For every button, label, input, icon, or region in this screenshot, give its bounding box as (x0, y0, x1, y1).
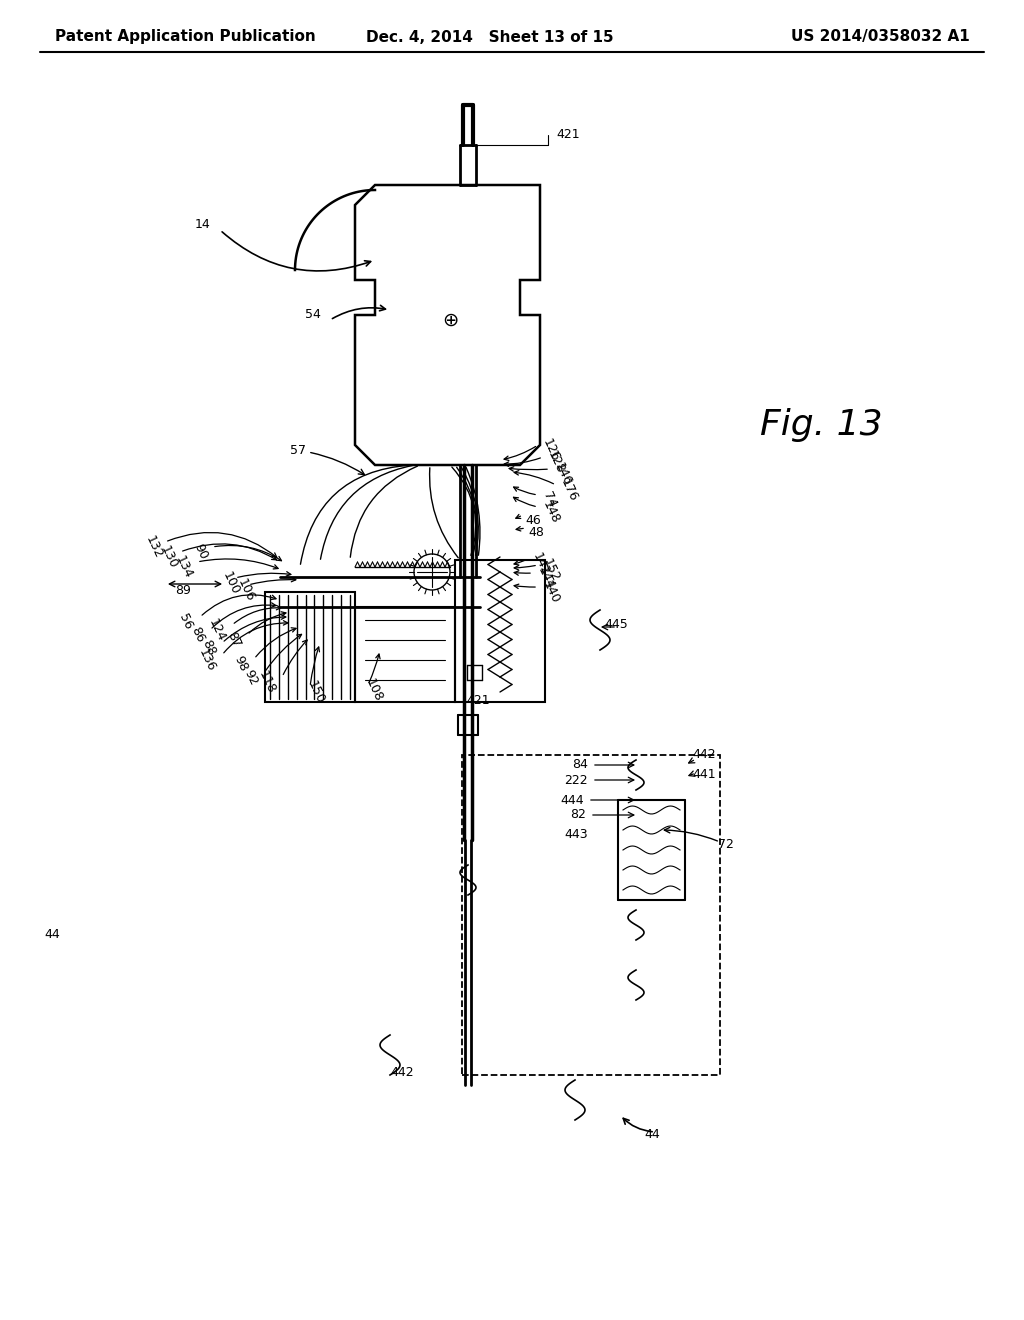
Text: 86: 86 (188, 626, 207, 645)
Text: 132: 132 (143, 533, 165, 561)
Text: 442: 442 (692, 748, 716, 762)
Text: 140: 140 (540, 578, 562, 606)
Text: 89: 89 (175, 583, 190, 597)
Text: 90: 90 (191, 543, 210, 562)
Text: ⊕: ⊕ (441, 310, 458, 330)
Text: 82: 82 (570, 808, 586, 821)
Text: 92: 92 (242, 668, 260, 688)
Text: 136: 136 (197, 647, 218, 673)
Text: 421: 421 (556, 128, 580, 141)
Text: 152: 152 (540, 557, 562, 583)
Text: 126: 126 (540, 437, 562, 463)
Text: 443: 443 (564, 829, 588, 842)
Text: US 2014/0358032 A1: US 2014/0358032 A1 (792, 29, 970, 45)
Text: 150: 150 (305, 678, 327, 706)
Text: 72: 72 (718, 838, 734, 851)
Text: 14: 14 (195, 219, 211, 231)
Text: 128: 128 (545, 449, 567, 475)
Text: 142: 142 (530, 550, 552, 577)
Text: 88: 88 (200, 638, 218, 657)
Text: 87: 87 (224, 630, 243, 649)
Text: 441: 441 (692, 768, 716, 781)
Text: 442: 442 (390, 1065, 414, 1078)
Text: 176: 176 (558, 477, 580, 503)
Text: 84: 84 (572, 759, 588, 771)
Text: 444: 444 (560, 793, 584, 807)
Text: 108: 108 (362, 676, 385, 704)
Text: 44: 44 (44, 928, 59, 941)
Text: 74: 74 (540, 490, 558, 510)
Text: 146: 146 (552, 461, 573, 487)
Text: 421: 421 (466, 693, 489, 706)
Text: 134: 134 (173, 553, 195, 581)
Text: 98: 98 (231, 653, 250, 675)
Text: 148: 148 (540, 499, 562, 525)
Text: 57: 57 (290, 444, 306, 457)
Text: 44: 44 (644, 1129, 660, 1142)
Text: 130: 130 (158, 544, 180, 570)
Text: 144: 144 (535, 565, 557, 591)
Text: 445: 445 (604, 619, 628, 631)
Text: 106: 106 (234, 577, 257, 603)
Text: Fig. 13: Fig. 13 (760, 408, 883, 442)
Text: 54: 54 (305, 309, 321, 322)
Text: 100: 100 (220, 569, 242, 597)
Text: 118: 118 (256, 668, 278, 696)
Text: Dec. 4, 2014   Sheet 13 of 15: Dec. 4, 2014 Sheet 13 of 15 (367, 29, 613, 45)
Text: 48: 48 (528, 527, 544, 540)
Text: 46: 46 (525, 513, 541, 527)
Text: 124: 124 (206, 616, 228, 643)
Text: 222: 222 (564, 774, 588, 787)
Text: 56: 56 (176, 612, 195, 632)
Text: Patent Application Publication: Patent Application Publication (55, 29, 315, 45)
